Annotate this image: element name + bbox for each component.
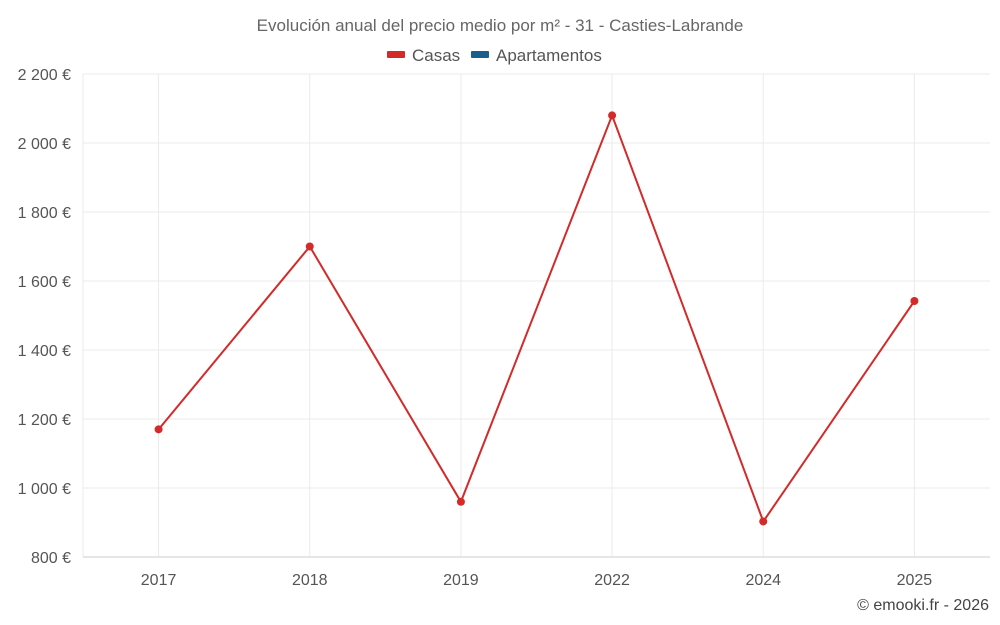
x-axis-labels: 2017 2018 2019 2022 2024 2025 [141,572,933,589]
series-casas [154,111,919,526]
data-point[interactable] [456,497,465,506]
x-tick-label: 2018 [292,572,328,589]
y-tick-label: 1 400 € [18,343,71,360]
y-tick-label: 2 000 € [18,136,71,153]
data-point[interactable] [305,242,314,251]
data-point[interactable] [910,297,919,306]
y-tick-label: 1 200 € [18,412,71,429]
grid [82,73,990,558]
x-tick-label: 2025 [897,572,933,589]
x-tick-label: 2017 [141,572,177,589]
x-tick-label: 2024 [745,572,781,589]
data-point[interactable] [608,111,617,120]
y-tick-label: 800 € [31,550,71,567]
legend-swatch-apartamentos [471,51,489,58]
legend-label-apartamentos: Apartamentos [496,46,602,65]
legend-label-casas: Casas [412,46,460,65]
series-line-casas [157,112,916,524]
x-tick-label: 2022 [594,572,630,589]
chart-title: Evolución anual del precio medio por m² … [257,16,744,35]
y-tick-label: 2 200 € [18,67,71,84]
credit-text: © emooki.fr - 2026 [857,597,989,614]
legend-item-casas[interactable]: Casas [387,46,460,65]
data-point[interactable] [759,517,768,526]
y-axis-labels: 800 € 1 000 € 1 200 € 1 400 € 1 600 € 1 800 €… [18,67,71,567]
y-tick-label: 1 600 € [18,274,71,291]
legend-swatch-casas [387,51,405,58]
legend: Casas Apartamentos [387,46,602,65]
y-tick-label: 1 800 € [18,205,71,222]
y-tick-label: 1 000 € [18,481,71,498]
x-tick-label: 2019 [443,572,479,589]
data-point[interactable] [154,425,163,434]
legend-item-apartamentos[interactable]: Apartamentos [471,46,602,65]
